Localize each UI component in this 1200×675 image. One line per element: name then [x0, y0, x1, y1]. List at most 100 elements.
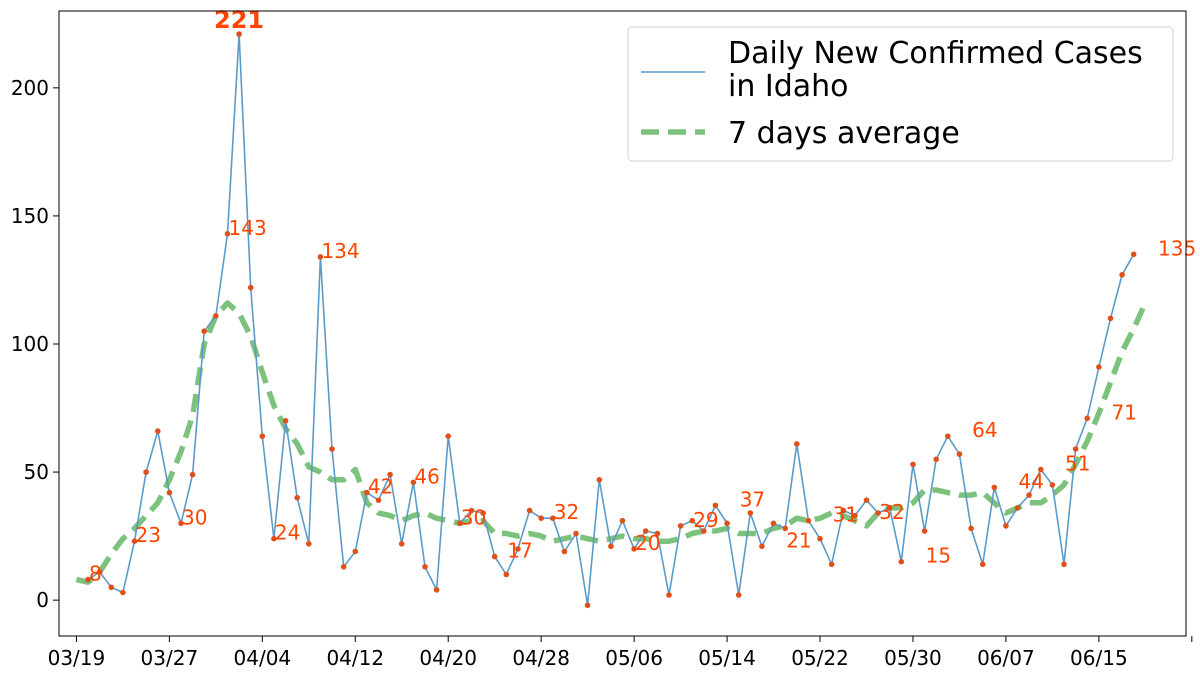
- plot-frame: [58, 10, 1187, 637]
- x-tick-label: 04/12: [326, 646, 384, 670]
- data-point: [724, 520, 730, 527]
- data-point: [910, 461, 916, 468]
- data-label: 8: [89, 562, 102, 586]
- data-point: [1061, 561, 1067, 568]
- data-label: 32: [879, 500, 904, 524]
- data-point: [201, 328, 207, 335]
- data-label: 51: [1065, 452, 1090, 476]
- data-point: [410, 479, 417, 486]
- data-point: [1072, 446, 1079, 452]
- data-point: [85, 576, 91, 583]
- data-point: [271, 535, 277, 542]
- data-label: 46: [414, 464, 439, 488]
- data-point: [828, 561, 835, 568]
- data-label: 135: [1158, 236, 1196, 260]
- data-point: [515, 546, 521, 552]
- data-label: 32: [554, 500, 579, 524]
- y-tick-label: 100: [11, 332, 49, 356]
- daily-markers: [85, 31, 1137, 609]
- data-point: [933, 456, 939, 463]
- data-point: [1119, 272, 1125, 278]
- legend: Daily New Confirmed Cases in Idaho 7 days…: [627, 26, 1174, 162]
- data-point: [317, 254, 324, 260]
- x-tick-label: 04/04: [234, 646, 292, 670]
- data-point: [840, 507, 847, 514]
- data-point: [433, 587, 440, 593]
- legend-daily-label: Daily New Confirmed Cases: [728, 36, 1143, 71]
- data-point: [1096, 364, 1102, 370]
- data-point: [375, 497, 382, 504]
- data-label: 37: [740, 487, 765, 511]
- data-point: [805, 517, 812, 524]
- data-label: 29: [693, 508, 718, 532]
- data-point: [770, 520, 777, 527]
- data-point: [875, 510, 881, 516]
- data-point: [573, 530, 579, 537]
- data-point: [340, 564, 347, 570]
- x-tick-label: 03/27: [141, 646, 199, 670]
- data-point: [259, 433, 266, 440]
- data-point: [921, 528, 928, 534]
- data-point: [956, 451, 963, 457]
- data-point: [364, 489, 370, 496]
- y-tick-label: 150: [11, 204, 49, 228]
- data-label: 23: [136, 523, 161, 547]
- data-point: [538, 515, 544, 521]
- y-tick-label: 200: [11, 76, 49, 100]
- data-point: [689, 517, 695, 524]
- data-point: [178, 520, 184, 527]
- data-point: [1049, 482, 1056, 488]
- data-point: [131, 538, 138, 544]
- x-tick-label: 03/19: [48, 646, 106, 670]
- x-tick-label: 05/06: [605, 646, 663, 670]
- data-point: [945, 433, 951, 440]
- x-tick-label: 06/07: [977, 646, 1035, 670]
- data-point: [457, 520, 463, 527]
- data-point: [654, 530, 661, 537]
- legend-daily-label: in Idaho: [728, 69, 849, 104]
- data-label: 221: [214, 6, 264, 34]
- data-point: [306, 541, 312, 547]
- data-point: [247, 284, 254, 291]
- data-point: [701, 528, 707, 534]
- x-tick-label: 05/14: [698, 646, 756, 670]
- data-point: [143, 469, 149, 475]
- data-point: [108, 584, 115, 591]
- axes: 0 50 100 150 200 03/19 03/27 04/04 04/12 04/20 04/…: [11, 10, 1193, 670]
- data-point: [352, 548, 359, 555]
- data-point: [503, 571, 510, 578]
- data-point: [561, 548, 568, 555]
- data-point: [189, 471, 196, 478]
- data-label: 15: [926, 544, 951, 568]
- data-label: 44: [1019, 469, 1044, 493]
- data-label: 24: [275, 521, 300, 545]
- data-point: [1038, 466, 1044, 473]
- data-label: 143: [229, 216, 267, 240]
- data-point: [735, 592, 742, 598]
- data-point: [584, 602, 591, 609]
- data-point: [224, 231, 231, 237]
- data-point: [1003, 523, 1009, 529]
- data-label: 17: [507, 539, 532, 563]
- data-point: [747, 510, 754, 516]
- data-point: [666, 592, 672, 598]
- data-label: 30: [461, 505, 486, 529]
- data-label: 30: [182, 505, 207, 529]
- data-point: [282, 418, 289, 424]
- data-point: [120, 589, 126, 596]
- x-tick-label: 05/30: [884, 646, 942, 670]
- data-point: [642, 528, 649, 534]
- average-line: [75, 300, 1148, 585]
- data-label: 21: [786, 528, 811, 552]
- legend-average-label: 7 days average: [728, 116, 960, 151]
- y-tick-label: 50: [24, 460, 49, 484]
- data-point: [398, 541, 405, 547]
- data-point: [96, 569, 103, 575]
- data-point: [817, 535, 823, 542]
- data-point: [782, 525, 788, 532]
- data-point: [1084, 415, 1090, 422]
- data-point: [387, 471, 393, 478]
- data-point: [619, 517, 626, 524]
- data-point: [526, 507, 533, 514]
